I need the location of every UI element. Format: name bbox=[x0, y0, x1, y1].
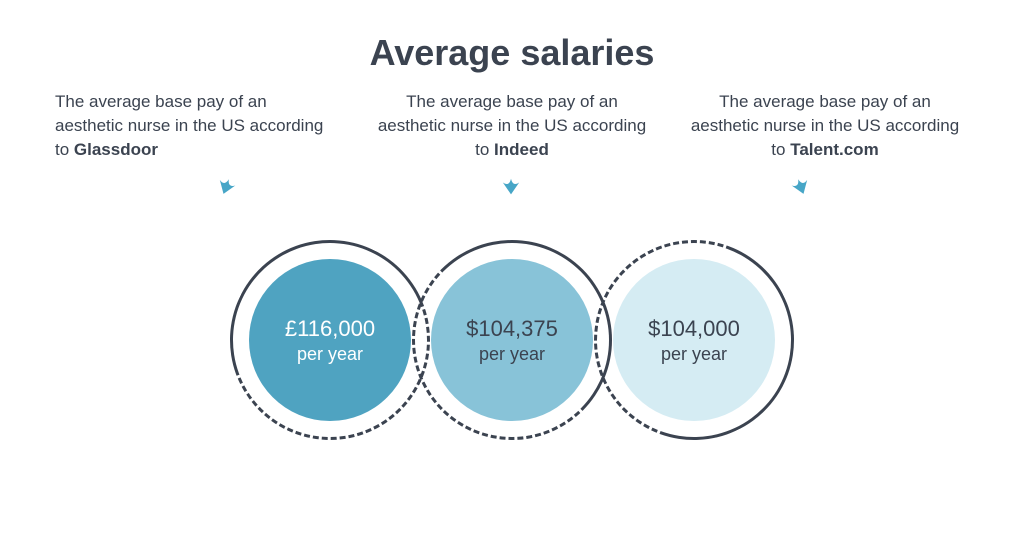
page-title: Average salaries bbox=[0, 32, 1024, 74]
caption-source: Talent.com bbox=[790, 140, 878, 159]
salary-period: per year bbox=[479, 344, 545, 365]
caption-0: The average base pay of an aesthetic nur… bbox=[55, 90, 325, 161]
salary-amount: $104,375 bbox=[466, 316, 558, 342]
salary-period: per year bbox=[297, 344, 363, 365]
salary-circle-0: £116,000per year bbox=[230, 240, 430, 440]
salary-period: per year bbox=[661, 344, 727, 365]
caption-source: Glassdoor bbox=[74, 140, 158, 159]
salary-amount: £116,000 bbox=[285, 316, 375, 342]
arrow-down-icon bbox=[500, 176, 522, 198]
caption-source: Indeed bbox=[494, 140, 549, 159]
infographic-root: Average salaries The average base pay of… bbox=[0, 0, 1024, 538]
circle-disc: £116,000per year bbox=[249, 259, 411, 421]
circle-disc: $104,375per year bbox=[431, 259, 593, 421]
caption-1: The average base pay of an aesthetic nur… bbox=[377, 90, 647, 161]
arrow-down-icon bbox=[212, 173, 240, 201]
arrow-down-icon bbox=[787, 173, 815, 201]
salary-amount: $104,000 bbox=[648, 316, 740, 342]
salary-circle-1: $104,375per year bbox=[412, 240, 612, 440]
salary-circle-2: $104,000per year bbox=[594, 240, 794, 440]
caption-2: The average base pay of an aesthetic nur… bbox=[690, 90, 960, 161]
circle-disc: $104,000per year bbox=[613, 259, 775, 421]
